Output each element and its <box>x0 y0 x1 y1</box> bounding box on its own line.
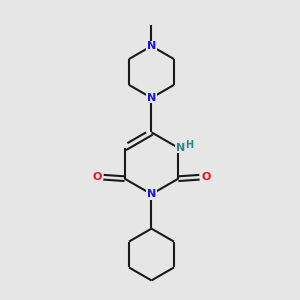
Text: N: N <box>147 189 156 199</box>
Text: N: N <box>176 143 185 153</box>
Text: H: H <box>185 140 194 150</box>
Text: O: O <box>201 172 211 182</box>
Text: N: N <box>147 41 156 51</box>
Text: N: N <box>147 93 156 103</box>
Text: O: O <box>92 172 102 182</box>
